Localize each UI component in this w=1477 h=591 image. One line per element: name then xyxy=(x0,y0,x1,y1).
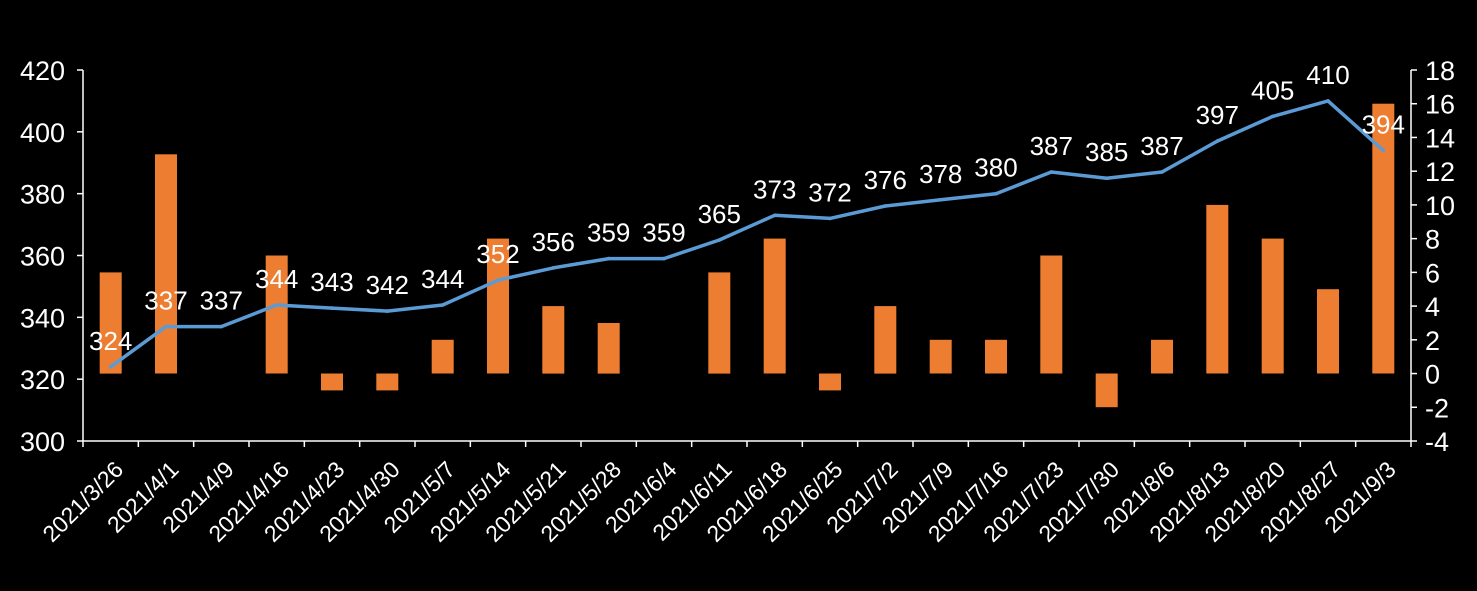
line-point xyxy=(330,306,334,310)
bar xyxy=(819,373,841,391)
data-label: 342 xyxy=(366,270,409,300)
line-point xyxy=(662,256,666,261)
y-right-tick-label: 6 xyxy=(1425,258,1440,288)
line-series xyxy=(108,99,1386,369)
bar xyxy=(929,339,952,374)
data-label: 343 xyxy=(310,267,353,297)
line-point xyxy=(108,365,113,369)
line-point xyxy=(1326,99,1330,103)
y-left-tick-label: 420 xyxy=(20,56,65,86)
y-right-tick-label: 8 xyxy=(1425,225,1440,255)
line-point xyxy=(219,324,224,329)
y-left-tick-label: 340 xyxy=(20,303,65,333)
bar xyxy=(1206,204,1229,374)
data-label: 380 xyxy=(974,153,1017,183)
line-point xyxy=(1215,139,1220,143)
data-label: 397 xyxy=(1196,100,1239,130)
y-right-tick-label: 12 xyxy=(1425,157,1455,187)
line-point xyxy=(274,303,279,307)
line-point xyxy=(551,266,556,270)
y-right-tick-label: 16 xyxy=(1425,90,1455,120)
line-point xyxy=(164,324,168,329)
y-right-tick-label: -4 xyxy=(1425,427,1449,457)
bar xyxy=(985,339,1007,374)
y-left-tick-label: 320 xyxy=(20,365,65,395)
line-point xyxy=(1049,170,1054,174)
data-label: 359 xyxy=(642,218,685,248)
data-label: 394 xyxy=(1362,109,1405,139)
y-right-tick-label: 0 xyxy=(1425,360,1440,390)
line-point xyxy=(606,256,611,261)
y-left-tick-label: 360 xyxy=(20,242,65,272)
data-label: 376 xyxy=(864,165,907,195)
line-point xyxy=(994,191,998,196)
data-label: 410 xyxy=(1306,60,1349,90)
y-right-tick-label: 4 xyxy=(1425,292,1440,322)
line-point xyxy=(440,303,445,307)
bar xyxy=(763,238,786,374)
line-point xyxy=(385,309,390,313)
bar xyxy=(99,272,122,374)
bar xyxy=(1151,339,1173,374)
data-label: 387 xyxy=(1030,131,1073,161)
y-right-tick-label: 2 xyxy=(1425,326,1440,356)
line-point xyxy=(1104,176,1109,180)
bar xyxy=(431,339,454,374)
line-point xyxy=(883,204,888,208)
data-label: 344 xyxy=(255,264,298,294)
line-point xyxy=(828,216,832,221)
line-point xyxy=(938,198,943,202)
bar xyxy=(1040,255,1063,374)
line-point xyxy=(1270,114,1275,119)
data-label: 352 xyxy=(476,239,519,269)
bar xyxy=(597,323,620,374)
line-point xyxy=(1160,170,1164,174)
line-point xyxy=(717,238,722,242)
bar xyxy=(376,373,399,391)
bar xyxy=(708,272,731,374)
y-right-tick-label: 18 xyxy=(1425,56,1455,86)
bar xyxy=(1317,289,1339,374)
bar xyxy=(321,373,343,391)
bar xyxy=(1372,103,1395,374)
data-label: 337 xyxy=(200,286,243,316)
y-right-tick-label: 10 xyxy=(1425,191,1455,221)
data-label: 359 xyxy=(587,218,630,248)
data-label: 373 xyxy=(753,174,796,204)
bar xyxy=(542,306,565,374)
data-label: 387 xyxy=(1140,131,1183,161)
data-label: 365 xyxy=(698,199,741,229)
data-label: 324 xyxy=(89,326,132,356)
data-label: 372 xyxy=(808,177,851,207)
data-label: 356 xyxy=(532,227,575,257)
bar xyxy=(155,154,177,374)
y-left-tick-label: 300 xyxy=(20,427,65,457)
bar xyxy=(265,255,288,374)
bar xyxy=(874,306,897,374)
bar xyxy=(1095,373,1118,408)
data-label: 378 xyxy=(919,159,962,189)
y-right-tick-label: 14 xyxy=(1425,123,1455,153)
y-left-tick-label: 380 xyxy=(20,180,65,210)
line-point xyxy=(772,213,777,218)
data-label: 337 xyxy=(144,286,187,316)
y-right-tick-label: -2 xyxy=(1425,393,1449,423)
y-left-tick-label: 400 xyxy=(20,118,65,148)
data-label: 385 xyxy=(1085,137,1128,167)
line-point xyxy=(496,278,500,283)
data-label: 344 xyxy=(421,264,464,294)
bar xyxy=(1261,238,1284,374)
data-label: 405 xyxy=(1251,75,1294,105)
bar xyxy=(487,238,509,374)
line-point xyxy=(1381,148,1386,153)
